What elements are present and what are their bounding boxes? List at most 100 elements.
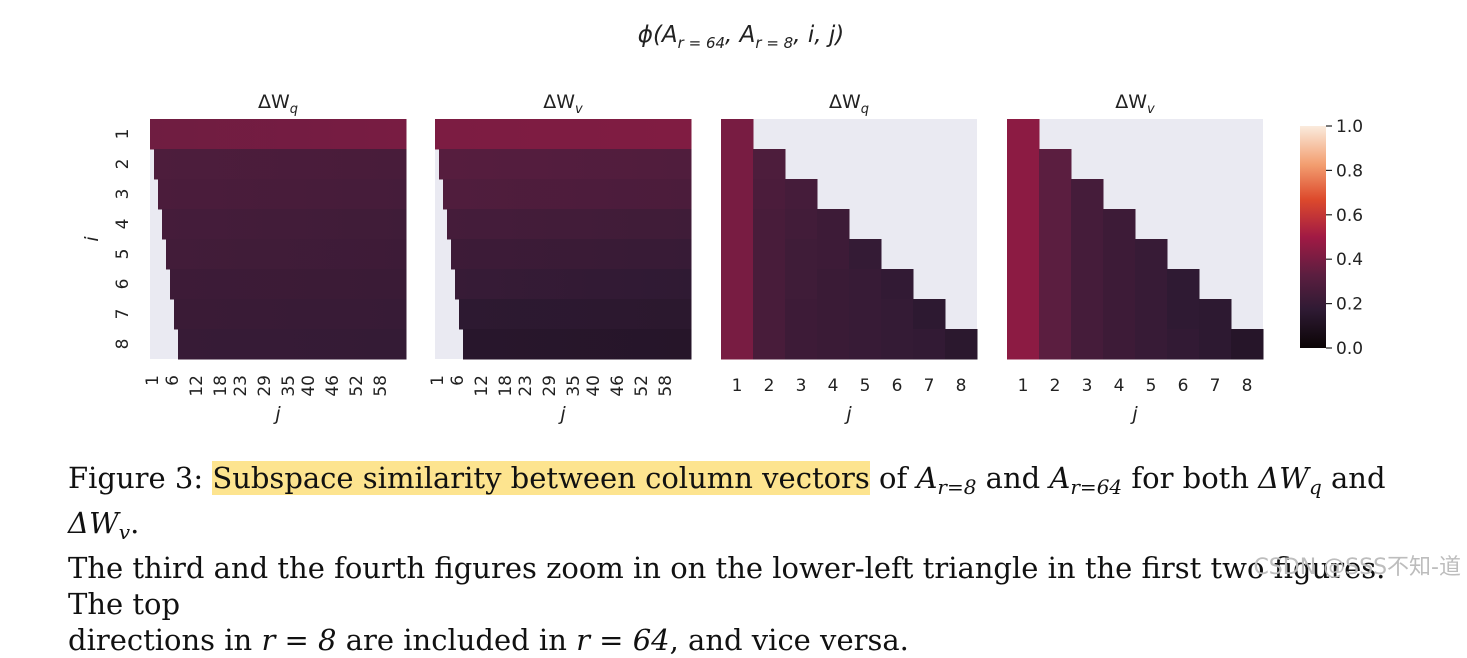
x-axis-label: j: [1129, 403, 1138, 425]
heatmap-cell-4-4: [1103, 209, 1136, 240]
x-tick-label: 12: [472, 375, 492, 397]
heatmap-row-3: [443, 179, 692, 210]
heatmap-cell-5-5: [1135, 239, 1168, 270]
heatmap-row-6: [170, 269, 407, 300]
heatmap-cell-8-4: [817, 329, 850, 360]
heatmap-row-7: [459, 299, 692, 330]
x-tick-label: 29: [255, 375, 275, 397]
heatmap-row-7: [174, 299, 407, 330]
x-tick-label: 1: [143, 375, 163, 386]
heatmap-cell-4-3: [1071, 209, 1104, 240]
heatmap-row-1: [435, 119, 692, 150]
x-tick-label: 46: [323, 375, 343, 397]
y-tick-label: 8: [113, 339, 133, 350]
heatmap-row-8: [463, 329, 692, 360]
caption-dwv: ΔWv: [68, 506, 131, 544]
heatmap-cell-7-6: [1167, 299, 1200, 330]
x-tick-label: 4: [1114, 376, 1125, 396]
heatmap-cell-8-5: [1135, 329, 1168, 360]
heatmap-cell-3-3: [785, 179, 818, 210]
heatmap-cell-1-1: [1007, 119, 1040, 150]
heatmap-cell-8-7: [913, 329, 946, 360]
x-tick-label: 6: [1178, 376, 1189, 396]
heatmap-cell-7-7: [1199, 299, 1232, 330]
x-tick-label: 12: [187, 375, 207, 397]
heatmap-cell-8-8: [1231, 329, 1264, 360]
heatmap-cell-3-2: [1039, 179, 1072, 210]
heatmap-cell-6-4: [817, 269, 850, 300]
heatmap-cell-7-2: [1039, 299, 1072, 330]
caption-and: and: [985, 461, 1041, 495]
caption-dwq: ΔWq: [1258, 461, 1322, 499]
x-tick-label: 1: [1018, 376, 1029, 396]
x-axis-label: j: [843, 403, 852, 425]
heatmap-title: ΔWv: [1115, 91, 1155, 117]
x-tick-label: 46: [608, 375, 628, 397]
y-tick-label: 7: [113, 309, 133, 320]
x-axis-label: j: [272, 403, 281, 425]
y-tick-label: 1: [113, 129, 133, 140]
caption-line-2: The third and the fourth figures zoom in…: [68, 551, 1386, 621]
x-tick-label: 5: [1146, 376, 1157, 396]
caption-of: of: [879, 461, 908, 495]
figure-caption: Figure 3: Subspace similarity between co…: [68, 460, 1398, 658]
colorbar: 1.0 0.8 0.6 0.4 0.2 0.0: [1300, 117, 1363, 359]
colorbar-tick-label: 0.4: [1336, 250, 1363, 270]
x-tick-label: 58: [656, 375, 676, 397]
colorbar-tick-label: 0.8: [1336, 161, 1363, 181]
heatmap-cell-3-3: [1071, 179, 1104, 210]
colorbar-ticks: 1.0 0.8 0.6 0.4 0.2 0.0: [1326, 117, 1363, 359]
heatmap-cell-4-1: [1007, 209, 1040, 240]
x-tick-label: 7: [924, 376, 935, 396]
colorbar-tick-label: 1.0: [1336, 117, 1363, 137]
caption-for-both: for both: [1131, 461, 1250, 495]
x-tick-label: 35: [564, 375, 584, 397]
heatmap-cell-7-5: [849, 299, 882, 330]
colorbar-tick-label: 0.0: [1336, 339, 1363, 359]
heatmap-cell-7-1: [721, 299, 754, 330]
heatmap-cell-3-1: [1007, 179, 1040, 210]
x-tick-label: 52: [347, 375, 367, 397]
heatmap-cell-5-1: [721, 239, 754, 270]
heatmap-cell-7-4: [1103, 299, 1136, 330]
x-axis-label: j: [557, 403, 566, 425]
figure-suptitle: ϕ(Ar = 64, Ar = 8, i, j): [638, 22, 844, 52]
heatmap-cell-5-5: [849, 239, 882, 270]
caption-line-3: directions in r = 8 are included in r = …: [68, 623, 909, 657]
caption-and-2: and: [1331, 461, 1386, 495]
heatmap-cell-8-2: [1039, 329, 1072, 360]
heatmap-cell-4-4: [817, 209, 850, 240]
x-tick-label: 23: [516, 375, 536, 397]
x-tick-label: 23: [231, 375, 251, 397]
heatmap-row-4: [162, 209, 407, 240]
y-tick-label: 6: [113, 279, 133, 290]
heatmap-cell-8-2: [753, 329, 786, 360]
y-tick-label: 4: [113, 219, 133, 230]
caption-r64: r = 64: [576, 623, 670, 657]
heatmap-cell-6-6: [881, 269, 914, 300]
x-tick-label: 8: [1242, 376, 1253, 396]
heatmap-cell-7-7: [913, 299, 946, 330]
heatmap-cell-8-4: [1103, 329, 1136, 360]
heatmap-cell-8-3: [785, 329, 818, 360]
heatmap-cell-6-5: [849, 269, 882, 300]
heatmap-panel-3: ΔWq 1 2 3 4 5 6 7 8 j: [721, 91, 978, 425]
heatmap-title: ΔWv: [543, 91, 583, 117]
heatmap-cell-8-7: [1199, 329, 1232, 360]
caption-a-r8: Ar=8: [916, 461, 977, 499]
heatmap-cell-6-3: [1071, 269, 1104, 300]
heatmap-row-4: [447, 209, 692, 240]
heatmap-cell-8-3: [1071, 329, 1104, 360]
x-tick-label: 18: [496, 375, 516, 397]
heatmap-cell-8-1: [721, 329, 754, 360]
caption-highlight: Subspace similarity between column vecto…: [212, 461, 870, 495]
heatmap-cell-2-1: [1007, 149, 1040, 180]
heatmap-row-3: [158, 179, 407, 210]
heatmap-row-6: [455, 269, 692, 300]
heatmap-cell-8-1: [1007, 329, 1040, 360]
heatmap-title: ΔWq: [829, 91, 869, 117]
caption-a-r64: Ar=64: [1049, 461, 1123, 499]
heatmap-cell-3-1: [721, 179, 754, 210]
